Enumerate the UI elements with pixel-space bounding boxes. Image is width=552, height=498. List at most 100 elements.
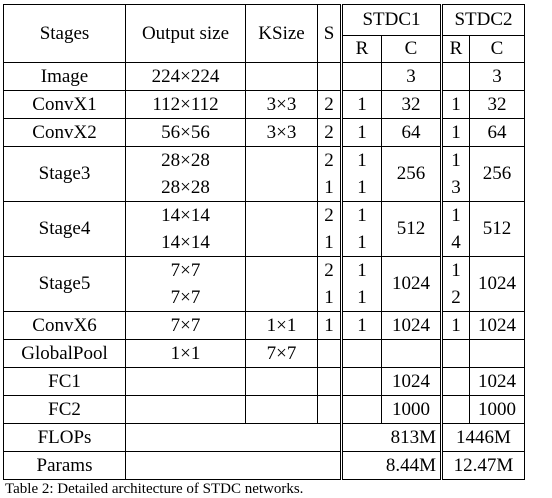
header-output-size: Output size — [125, 4, 246, 63]
output-size-cell — [125, 367, 246, 396]
s-cell: 2 1 — [317, 201, 342, 257]
header-row-2: R C R C — [4, 35, 525, 63]
stdc2-c-cell: 32 — [469, 90, 525, 119]
stdc1-r-cell — [340, 367, 382, 396]
stdc2-r-b: 2 — [451, 287, 461, 308]
ksize-cell: 7×7 — [245, 339, 318, 368]
architecture-table: Stages Output size KSize S STDC1 STDC2 R… — [3, 4, 525, 480]
stdc1-c-cell: 1024 — [381, 256, 442, 312]
stdc2-r-b: 3 — [451, 177, 461, 198]
s-cell: 1 — [317, 311, 342, 340]
ksize-cell: 3×3 — [245, 90, 318, 119]
stdc2-c-cell: 64 — [469, 118, 525, 147]
s-cell — [317, 395, 342, 424]
header-stdc1: STDC1 — [340, 4, 442, 36]
architecture-table-wrapper: Stages Output size KSize S STDC1 STDC2 R… — [3, 4, 525, 480]
output-size-cell: 14×14 14×14 — [125, 201, 246, 257]
row-stage3: Stage3 28×28 28×28 2 1 1 1 256 1 3 256 — [3, 146, 525, 202]
stage-cell: Image — [3, 62, 126, 91]
stage-cell: GlobalPool — [3, 339, 126, 368]
stdc2-r-cell: 1 2 — [440, 256, 470, 312]
stdc2-r-a: 1 — [451, 260, 461, 281]
stdc1-c-cell: 32 — [381, 90, 442, 119]
stdc1-c-cell: 512 — [381, 201, 442, 257]
s-cell — [317, 339, 342, 368]
stdc2-r-cell — [440, 62, 470, 91]
stdc1-r-cell: 1 — [340, 118, 382, 147]
output-size-cell: 224×224 — [125, 62, 246, 91]
stdc1-r-cell: 1 — [340, 311, 382, 340]
stdc2-r-cell — [440, 339, 470, 368]
table-caption: Table 2: Detailed architecture of STDC n… — [5, 481, 304, 497]
header-stdc1-c: C — [381, 35, 442, 63]
stage-cell: ConvX2 — [3, 118, 126, 147]
stage-cell: ConvX6 — [3, 311, 126, 340]
stdc1-r-b: 1 — [357, 287, 367, 308]
stage-cell: FC1 — [3, 367, 126, 396]
output-size-b: 7×7 — [170, 287, 201, 308]
stdc2-r-cell: 1 — [440, 311, 470, 340]
output-size-cell: 28×28 28×28 — [125, 146, 246, 202]
s-cell: 2 — [317, 118, 342, 147]
row-fc1: FC1 1024 1024 — [3, 367, 525, 396]
s-b: 1 — [324, 177, 334, 198]
s-a: 2 — [324, 205, 334, 226]
stdc2-c-cell: 256 — [469, 146, 525, 202]
output-size-cell: 7×7 — [125, 311, 246, 340]
stdc2-c-cell: 512 — [469, 201, 525, 257]
stdc1-c-cell: 3 — [381, 62, 442, 91]
stdc2-r-a: 1 — [451, 205, 461, 226]
stdc1-c-cell: 1000 — [381, 395, 442, 424]
stdc2-c-cell: 1024 — [469, 367, 525, 396]
stdc2-c-cell: 3 — [469, 62, 525, 91]
s-cell: 2 1 — [317, 146, 342, 202]
stage-cell: ConvX1 — [3, 90, 126, 119]
stdc2-params-cell: 12.47M — [440, 451, 525, 480]
header-stdc2: STDC2 — [440, 4, 525, 36]
s-b: 1 — [324, 232, 334, 253]
stage-cell: Stage4 — [3, 201, 126, 257]
stdc2-r-cell: 1 3 — [440, 146, 470, 202]
output-size-cell: 7×7 7×7 — [125, 256, 246, 312]
empty-span-cell — [125, 451, 342, 480]
stdc2-c-cell: 1024 — [469, 256, 525, 312]
stdc2-r-cell — [440, 395, 470, 424]
stdc2-r-cell: 1 — [440, 118, 470, 147]
empty-span-cell — [125, 423, 342, 452]
stdc1-params-cell: 8.44M — [340, 451, 442, 480]
ksize-cell — [245, 62, 318, 91]
stdc1-r-b: 1 — [357, 177, 367, 198]
stage-cell: Stage3 — [3, 146, 126, 202]
ksize-cell — [245, 146, 318, 202]
row-convx2: ConvX2 56×56 3×3 2 1 64 1 64 — [3, 118, 525, 147]
ksize-cell — [245, 256, 318, 312]
stdc1-r-cell: 1 1 — [340, 201, 382, 257]
output-size-a: 14×14 — [161, 205, 210, 226]
output-size-b: 28×28 — [161, 177, 210, 198]
stdc1-r-a: 1 — [357, 150, 367, 171]
header-stdc2-r: R — [440, 35, 470, 63]
header-stages: Stages — [3, 4, 126, 63]
ksize-cell: 1×1 — [245, 311, 318, 340]
stdc1-r-b: 1 — [357, 232, 367, 253]
stdc2-r-cell: 1 4 — [440, 201, 470, 257]
header-ksize: KSize — [245, 4, 318, 63]
stdc1-r-a: 1 — [357, 260, 367, 281]
row-flops: FLOPs 813M 1446M — [3, 423, 525, 452]
ksize-cell — [245, 395, 318, 424]
row-image: Image 224×224 3 3 — [3, 62, 525, 91]
ksize-cell — [245, 201, 318, 257]
stdc2-c-cell: 1024 — [469, 311, 525, 340]
row-fc2: FC2 1000 1000 — [3, 395, 525, 424]
stage-cell: Params — [3, 451, 126, 480]
output-size-cell: 1×1 — [125, 339, 246, 368]
stdc2-c-cell — [469, 339, 525, 368]
output-size-cell — [125, 395, 246, 424]
s-cell — [317, 62, 342, 91]
stdc2-r-b: 4 — [451, 232, 461, 253]
stdc1-r-cell: 1 — [340, 90, 382, 119]
row-globalpool: GlobalPool 1×1 7×7 — [3, 339, 525, 368]
stdc1-c-cell: 1024 — [381, 311, 442, 340]
stdc1-r-a: 1 — [357, 205, 367, 226]
s-a: 2 — [324, 150, 334, 171]
